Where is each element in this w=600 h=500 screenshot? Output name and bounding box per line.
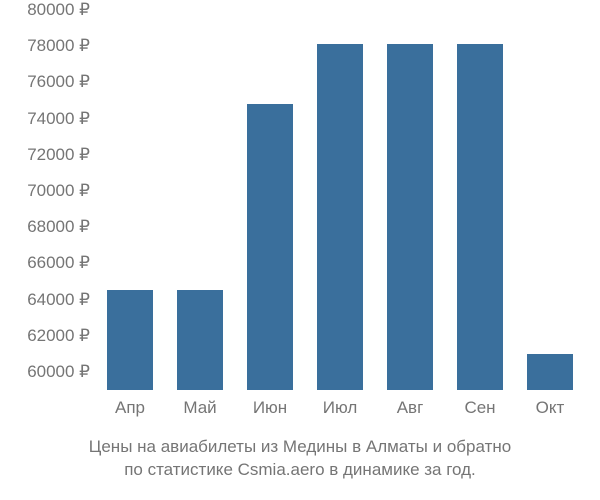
bar — [317, 44, 364, 390]
y-axis-label: 66000 ₽ — [27, 253, 90, 273]
bar — [247, 104, 294, 390]
y-axis-label: 70000 ₽ — [27, 181, 90, 201]
x-axis-label: Апр — [115, 398, 145, 418]
x-axis-label: Июл — [323, 398, 358, 418]
x-axis-label: Авг — [397, 398, 424, 418]
y-axis-label: 80000 ₽ — [27, 0, 90, 20]
caption-line-1: Цены на авиабилеты из Медины в Алматы и … — [89, 437, 511, 456]
bar — [107, 290, 154, 390]
bar — [177, 290, 224, 390]
y-axis-label: 60000 ₽ — [27, 362, 90, 382]
y-axis-label: 74000 ₽ — [27, 109, 90, 129]
x-axis-label: Сен — [464, 398, 495, 418]
bar — [387, 44, 434, 390]
chart-caption: Цены на авиабилеты из Медины в Алматы и … — [0, 436, 600, 482]
x-axis-label: Окт — [536, 398, 565, 418]
y-axis-label: 68000 ₽ — [27, 217, 90, 237]
y-axis-label: 78000 ₽ — [27, 36, 90, 56]
price-chart: Цены на авиабилеты из Медины в Алматы и … — [0, 0, 600, 500]
y-axis-label: 76000 ₽ — [27, 72, 90, 92]
caption-line-2: по статистике Csmia.aero в динамике за г… — [124, 460, 476, 479]
x-axis-label: Май — [183, 398, 216, 418]
bar — [457, 44, 504, 390]
y-axis-label: 72000 ₽ — [27, 145, 90, 165]
plot-area — [95, 10, 585, 390]
y-axis-label: 62000 ₽ — [27, 326, 90, 346]
bar — [527, 354, 574, 390]
y-axis-label: 64000 ₽ — [27, 290, 90, 310]
x-axis-label: Июн — [253, 398, 287, 418]
